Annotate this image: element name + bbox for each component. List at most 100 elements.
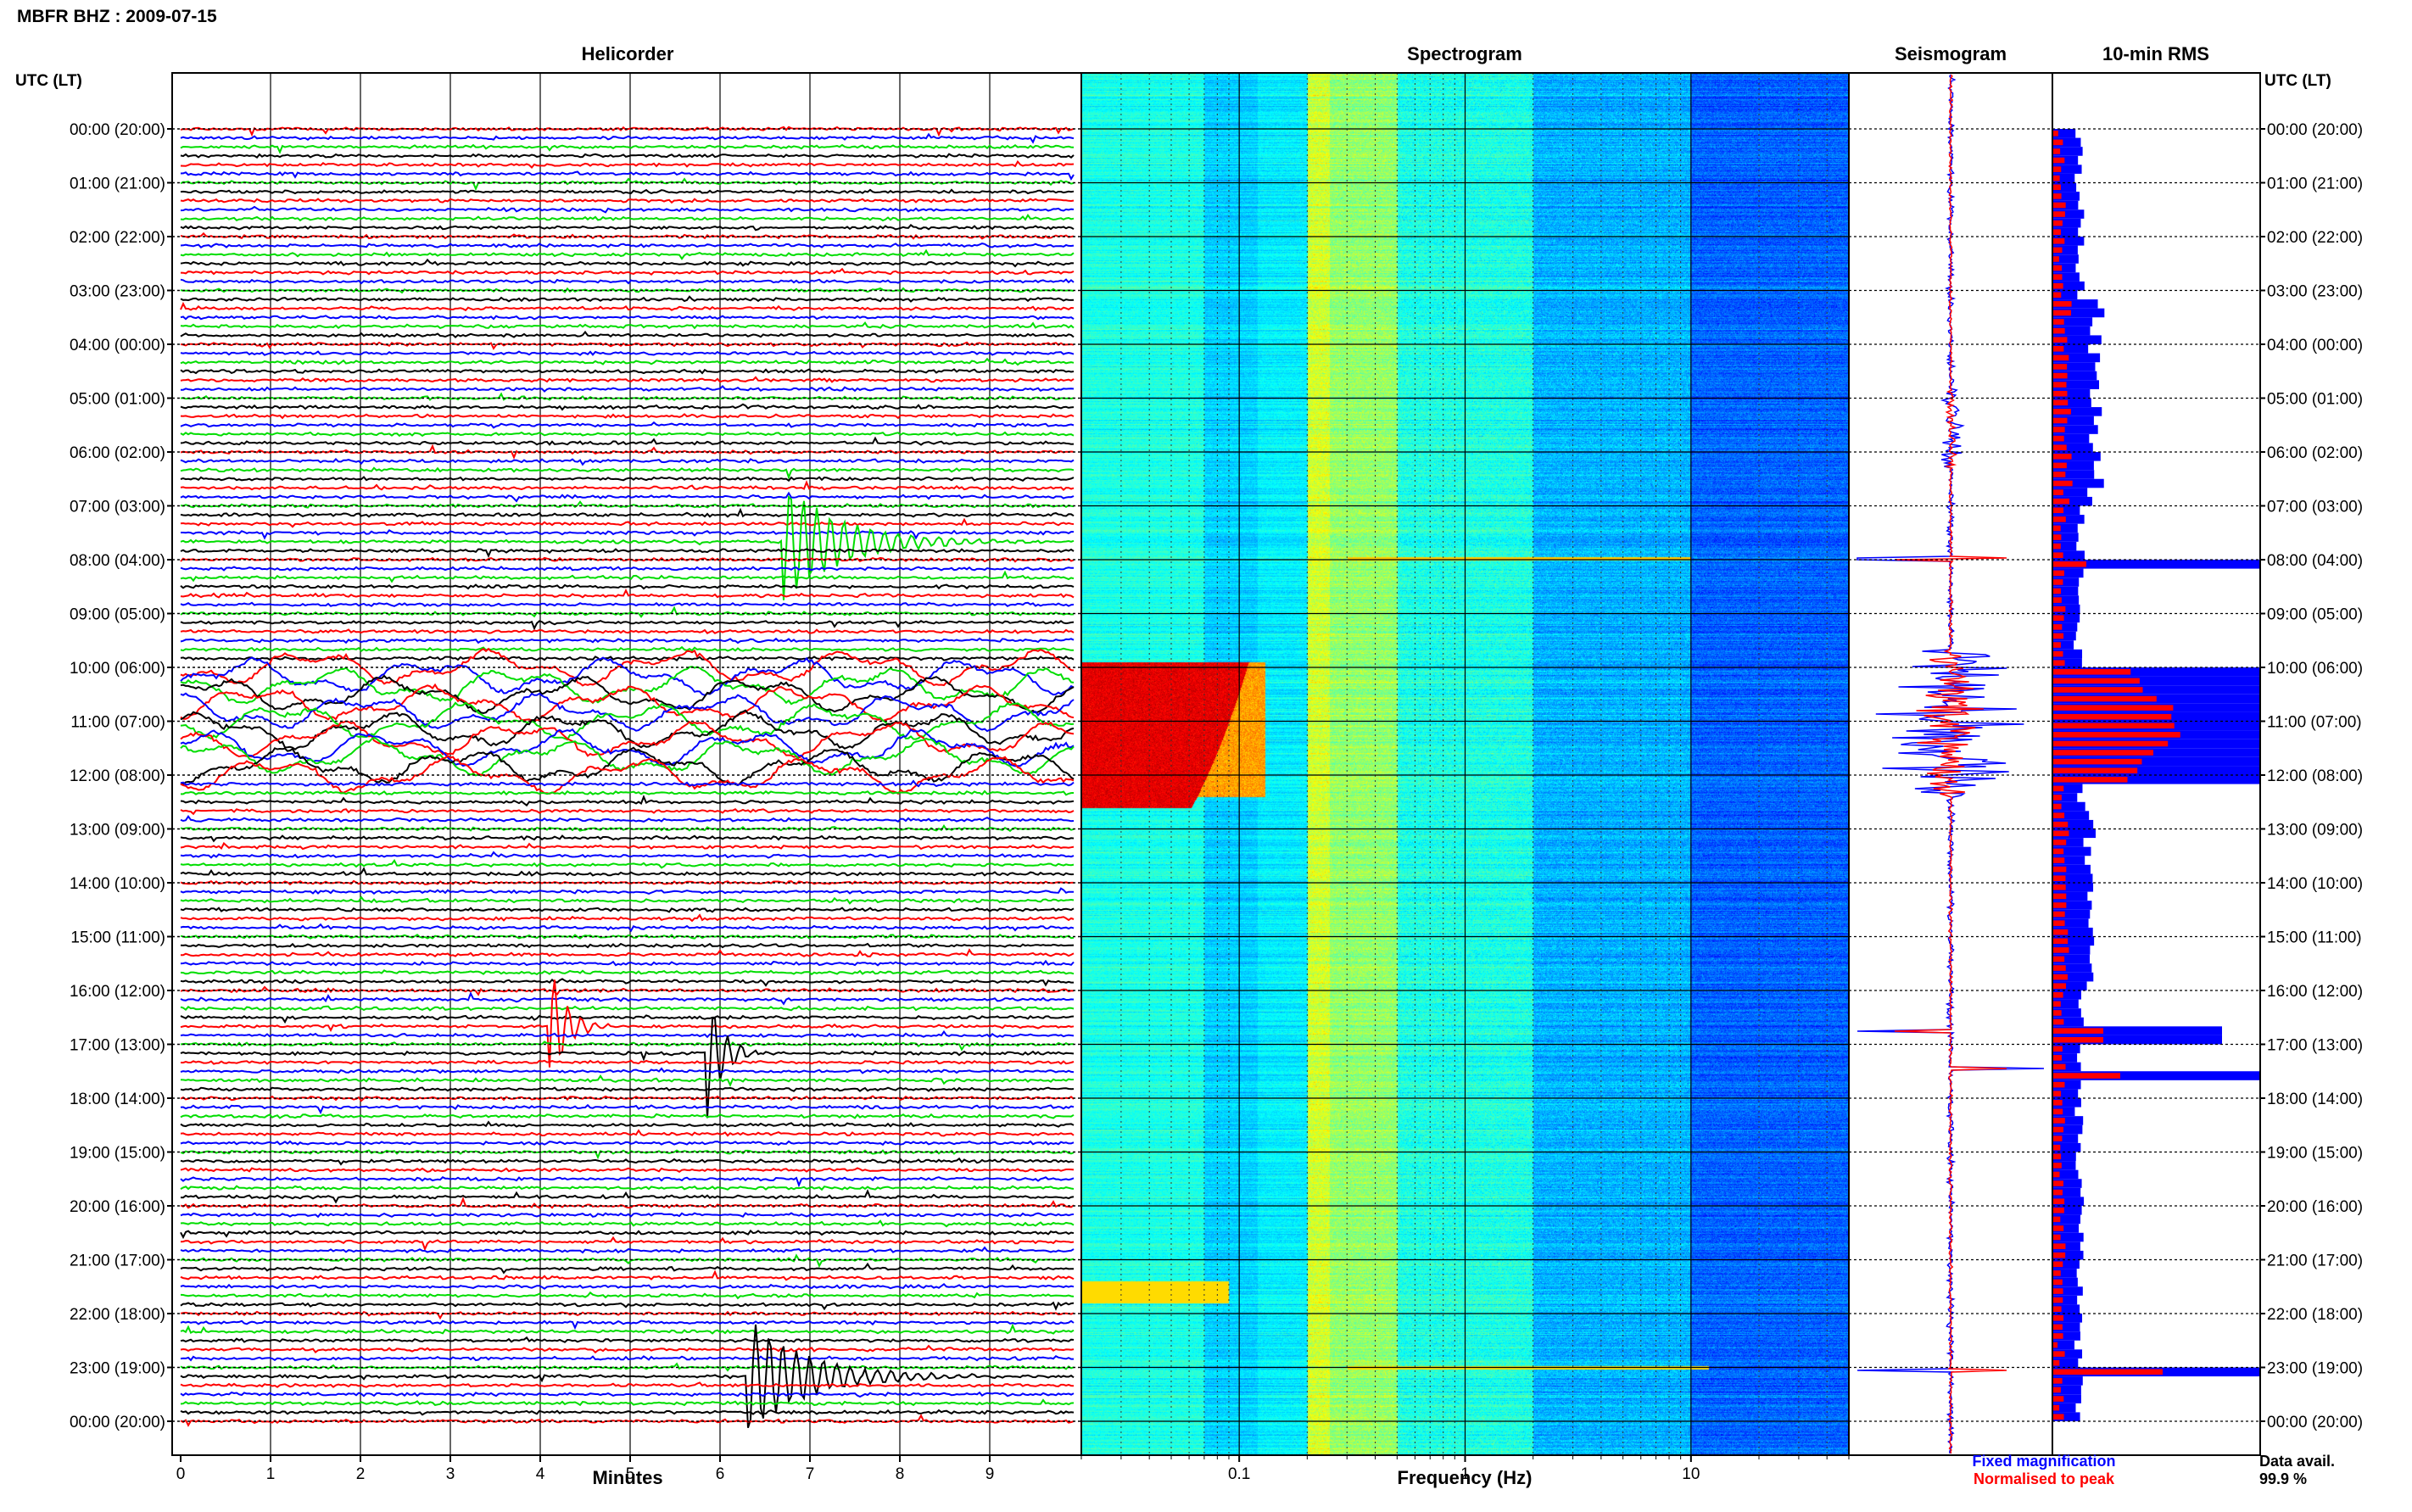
- rms-bar-fixed: [2052, 371, 2097, 381]
- time-tick-label-right: 14:00 (10:00): [2267, 875, 2363, 893]
- rms-bar-fixed: [2052, 353, 2101, 363]
- legend-normalised-to-peak: Normalised to peak: [1974, 1470, 2115, 1487]
- helicorder-row: [180, 507, 1075, 518]
- minute-tick-label: 6: [716, 1465, 725, 1483]
- rms-bar-fixed: [2052, 1403, 2076, 1413]
- rms-bar-normalised: [2052, 337, 2068, 343]
- time-tick-label-left: 05:00 (01:00): [70, 391, 165, 409]
- helicorder-row: [180, 1103, 1075, 1115]
- rms-bar-normalised: [2052, 131, 2058, 137]
- rms-bar-fixed: [2052, 470, 2095, 479]
- helicorder-row: [180, 431, 1075, 438]
- rms-bar-fixed: [2052, 227, 2079, 237]
- helicorder-row: [180, 1129, 1075, 1137]
- data-availability-label: Data avail.: [2259, 1453, 2335, 1470]
- helicorder-row: [180, 655, 1075, 662]
- rms-bar-normalised: [2052, 382, 2067, 388]
- rms-bar-fixed: [2052, 586, 2079, 596]
- figure-title: MBFR BHZ : 2009-07-15: [17, 7, 217, 26]
- rms-bar-normalised: [2052, 866, 2067, 873]
- rms-bar-normalised: [2052, 1126, 2063, 1133]
- rms-bar-fixed: [2052, 1385, 2081, 1395]
- rms-bar-normalised: [2052, 911, 2065, 918]
- helicorder-row: [180, 628, 1075, 634]
- helicorder-row: [180, 807, 1075, 816]
- rms-bar-fixed: [2052, 864, 2091, 874]
- seismogram-normalised-trace: [1894, 74, 2007, 1454]
- rms-bar-normalised: [2052, 812, 2065, 818]
- time-tick-label-right: 15:00 (11:00): [2267, 929, 2362, 947]
- rms-bar-normalised: [2052, 570, 2064, 577]
- rms-bar-normalised: [2052, 597, 2062, 603]
- rms-bar-normalised: [2052, 1243, 2066, 1249]
- rms-bar-fixed: [2052, 1026, 2222, 1035]
- rms-bar-normalised: [2052, 1091, 2062, 1096]
- rms-bar-normalised: [2052, 821, 2069, 828]
- helicorder-row: [180, 1113, 1075, 1119]
- rms-bar-fixed: [2052, 1214, 2081, 1225]
- rms-bar-fixed: [2052, 1098, 2081, 1107]
- rms-bar-fixed: [2052, 416, 2094, 426]
- helicorder-row: [180, 1323, 1075, 1335]
- helicorder-row: [180, 1086, 1075, 1092]
- rms-bar-fixed: [2052, 155, 2079, 165]
- rms-bar-fixed: [2052, 1062, 2081, 1072]
- helicorder-row: [180, 1157, 1075, 1166]
- rms-bar-fixed: [2052, 811, 2090, 820]
- helicorder-row: [180, 1189, 1075, 1204]
- time-tick-label-left: 23:00 (19:00): [70, 1360, 165, 1378]
- rms-bar-normalised: [2052, 148, 2061, 154]
- helicorder-row: [180, 1381, 1075, 1388]
- rms-bar-normalised: [2052, 1216, 2061, 1223]
- frequency-axis: 0.1 1 10: [1080, 1455, 1850, 1483]
- rms-bar-normalised: [2052, 471, 2066, 477]
- rms-bar-normalised: [2052, 732, 2180, 738]
- helicorder-row: [180, 258, 1075, 268]
- rms-bar-normalised: [2052, 1063, 2066, 1070]
- rms-bar-fixed: [2052, 433, 2090, 444]
- rms-bar-fixed: [2052, 1206, 2082, 1215]
- rms-bar-fixed: [2052, 335, 2102, 344]
- helicorder-row: [180, 153, 1075, 159]
- rms-bar-fixed: [2052, 972, 2094, 982]
- helicorder-row: [180, 1212, 1075, 1219]
- rms-bar-normalised: [2052, 1288, 2063, 1294]
- rms-bar-fixed: [2052, 237, 2085, 246]
- rms-bar-fixed: [2052, 784, 2083, 794]
- time-tick-label-left: 14:00 (10:00): [70, 875, 165, 893]
- rms-bar-fixed: [2052, 658, 2082, 667]
- rms-bar-normalised: [2052, 282, 2063, 289]
- rms-bar-fixed: [2052, 1358, 2079, 1368]
- helicorder-row: [180, 583, 1075, 590]
- rms-bar-normalised: [2052, 229, 2061, 235]
- rms-bar-normalised: [2052, 274, 2063, 280]
- rms-bar-normalised: [2052, 1369, 2163, 1375]
- rms-bar-fixed: [2052, 577, 2080, 587]
- rms-bar-normalised: [2052, 588, 2062, 594]
- helicorder-row: [180, 867, 1075, 877]
- minute-tick-label: 0: [176, 1465, 186, 1483]
- rms-bar-fixed: [2052, 1169, 2079, 1180]
- rms-bar-fixed: [2052, 398, 2091, 408]
- rms-bar-normalised: [2052, 157, 2065, 164]
- helicorder-row: [180, 1291, 1075, 1300]
- rms-bar-fixed: [2052, 165, 2082, 174]
- time-tick-label-left: 10:00 (06:00): [70, 660, 165, 678]
- rms-bar-normalised: [2052, 929, 2069, 935]
- time-tick-label-right: 12:00 (08:00): [2267, 767, 2363, 785]
- rms-bar-fixed: [2052, 147, 2083, 156]
- helicorder-row: [180, 1362, 1075, 1372]
- rms-bar-fixed: [2052, 1124, 2083, 1135]
- time-tick-label-left: 00:00 (20:00): [70, 1414, 165, 1431]
- rms-bar-fixed: [2052, 515, 2085, 524]
- time-tick-label-right: 06:00 (02:00): [2267, 444, 2363, 462]
- helicorder-row: [181, 789, 1075, 796]
- helicorder-row: [180, 645, 1074, 653]
- rms-bar-normalised: [2052, 1028, 2103, 1034]
- helicorder-row: [180, 224, 1075, 232]
- rms-bar-fixed: [2052, 1187, 2081, 1197]
- minute-tick-label: 3: [446, 1465, 455, 1483]
- helicorder-row: [180, 683, 1075, 722]
- helicorder-row: [180, 601, 1075, 607]
